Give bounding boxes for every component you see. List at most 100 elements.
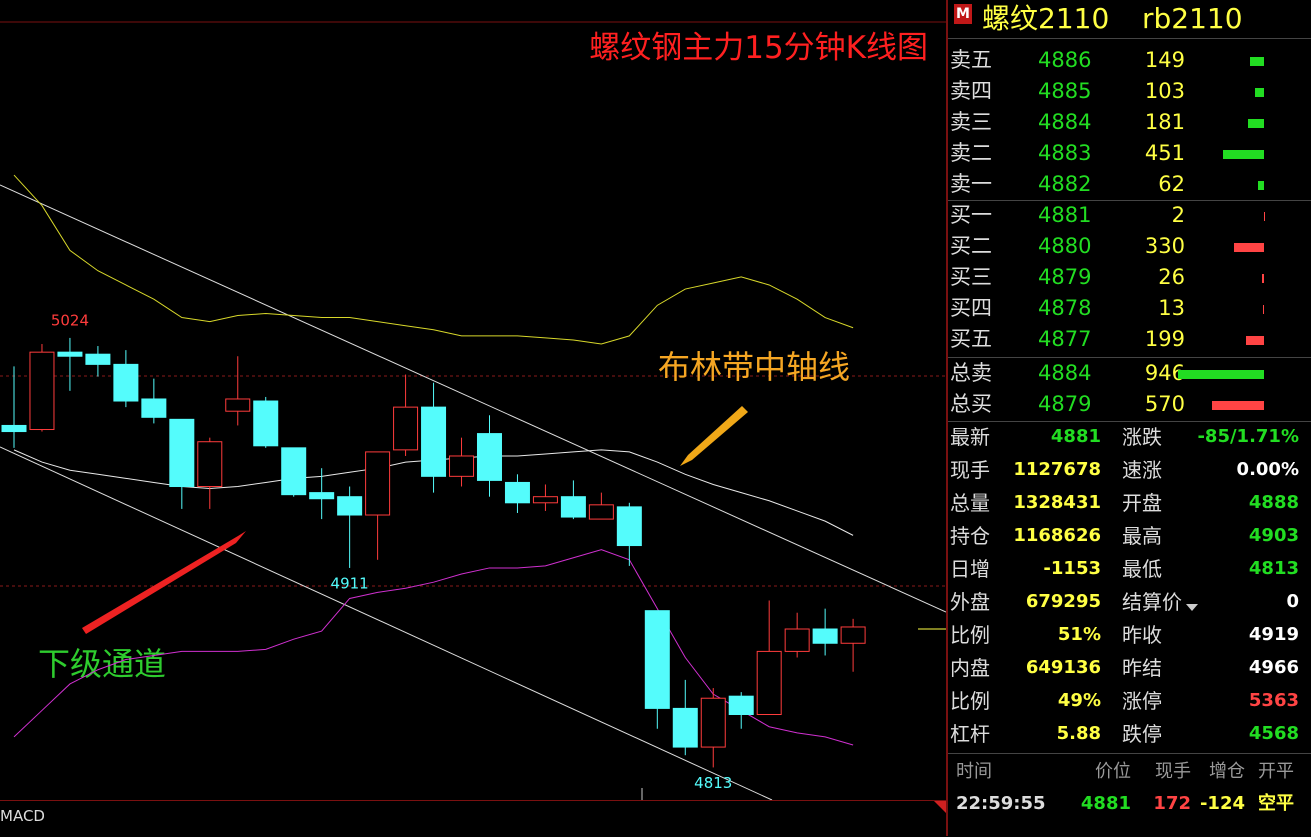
- candle-body: [476, 433, 502, 481]
- candle-body: [281, 447, 307, 496]
- separator: [948, 421, 1311, 422]
- price-label: 5024: [51, 311, 89, 329]
- stat-label: 最新: [950, 425, 990, 449]
- stat-label: 最高: [1122, 524, 1162, 548]
- book-volume: 199: [1144, 327, 1185, 351]
- book-label: 总买: [950, 392, 992, 416]
- stat-value: 0: [1286, 591, 1299, 612]
- volume-bar: [1250, 57, 1264, 66]
- volume-bar: [1263, 212, 1265, 221]
- dropdown-icon[interactable]: [1186, 604, 1198, 611]
- separator: [948, 38, 1311, 39]
- volume-bar: [1245, 336, 1264, 345]
- stat-label: 跌停: [1122, 722, 1162, 746]
- book-label: 买二: [950, 234, 992, 258]
- candle-body: [1, 424, 27, 433]
- trade-header: 增仓: [1209, 761, 1245, 782]
- candle-body: [840, 626, 866, 644]
- book-price: 4879: [1038, 392, 1092, 416]
- stat-value: 1127678: [1013, 459, 1101, 480]
- arrow: [82, 531, 246, 634]
- book-volume: 2: [1171, 203, 1185, 227]
- volume-bar: [1261, 274, 1264, 283]
- book-price: 4881: [1038, 203, 1092, 227]
- book-volume: 149: [1144, 48, 1185, 72]
- candle-body: [393, 406, 419, 451]
- candle-body: [672, 707, 698, 748]
- separator: [948, 357, 1311, 358]
- stat-value: 51%: [1057, 624, 1101, 645]
- stat-value: 0.00%: [1236, 459, 1299, 480]
- stat-label: 总量: [950, 491, 990, 515]
- volume-bar: [1258, 181, 1264, 190]
- channel-line: [0, 446, 773, 800]
- stat-value: 4888: [1248, 492, 1299, 513]
- stat-value: 4881: [1050, 426, 1101, 447]
- stat-label: 日增: [950, 557, 990, 581]
- trade-header: 价位: [1095, 761, 1131, 782]
- annotation: 下级通道: [38, 645, 166, 683]
- candle-body: [812, 628, 838, 644]
- corner-marker: [934, 801, 946, 813]
- book-volume: 946: [1144, 361, 1185, 385]
- book-label: 卖五: [950, 48, 992, 72]
- book-label: 卖三: [950, 110, 992, 134]
- volume-bar: [1223, 150, 1264, 159]
- stat-label: 外盘: [950, 590, 990, 614]
- stat-label: 涨停: [1122, 689, 1162, 713]
- candle-body: [169, 418, 195, 488]
- book-label: 卖一: [950, 172, 992, 196]
- candle-body: [644, 610, 670, 709]
- book-price: 4879: [1038, 265, 1092, 289]
- stat-value: 4903: [1248, 525, 1299, 546]
- book-volume: 570: [1144, 392, 1185, 416]
- book-price: 4884: [1038, 110, 1092, 134]
- candle-body: [784, 628, 810, 652]
- stat-label: 结算价: [1122, 590, 1182, 614]
- stat-label: 昨收: [1122, 623, 1162, 647]
- trade-header: 时间: [956, 761, 992, 782]
- candle-body: [85, 353, 111, 365]
- book-price: 4882: [1038, 172, 1092, 196]
- candle-body: [588, 504, 614, 520]
- candle-body: [532, 496, 558, 504]
- book-volume: 13: [1158, 296, 1185, 320]
- stat-label: 杠杆: [950, 722, 990, 746]
- book-label: 买五: [950, 327, 992, 351]
- stat-label: 内盘: [950, 656, 990, 680]
- book-volume: 330: [1144, 234, 1185, 258]
- book-label: 买四: [950, 296, 992, 320]
- candle-body: [225, 398, 251, 412]
- price-label: 4813: [694, 774, 732, 792]
- candle-body: [449, 455, 475, 477]
- stat-value: 4568: [1248, 723, 1299, 744]
- stat-value: -85/1.71%: [1197, 426, 1299, 447]
- volume-bar: [1212, 401, 1264, 410]
- candle-body: [365, 451, 391, 516]
- book-volume: 26: [1158, 265, 1185, 289]
- book-volume: 181: [1144, 110, 1185, 134]
- arrow: [680, 406, 748, 466]
- candle-body: [309, 492, 335, 500]
- book-price: 4878: [1038, 296, 1092, 320]
- stat-value: 49%: [1057, 690, 1101, 711]
- book-price: 4886: [1038, 48, 1092, 72]
- market-marker: M: [954, 4, 972, 24]
- separator: [948, 200, 1311, 201]
- book-price: 4883: [1038, 141, 1092, 165]
- book-price: 4885: [1038, 79, 1092, 103]
- stat-label: 现手: [950, 458, 990, 482]
- indicator-bar: MACD: [0, 800, 946, 837]
- volume-bar: [1178, 370, 1264, 379]
- candle-body: [504, 481, 530, 504]
- stat-label: 涨跌: [1122, 425, 1162, 449]
- trade-cell: 4881: [1080, 793, 1131, 814]
- kline-chart: 螺纹钢主力15分钟K线图 布林带中轴线 下级通道 5024 4911 4813: [0, 21, 946, 800]
- volume-bar: [1247, 119, 1264, 128]
- annotation: 布林带中轴线: [658, 348, 850, 386]
- book-label: 卖四: [950, 79, 992, 103]
- book-volume: 62: [1158, 172, 1185, 196]
- stat-value: -1153: [1043, 558, 1101, 579]
- book-label: 买三: [950, 265, 992, 289]
